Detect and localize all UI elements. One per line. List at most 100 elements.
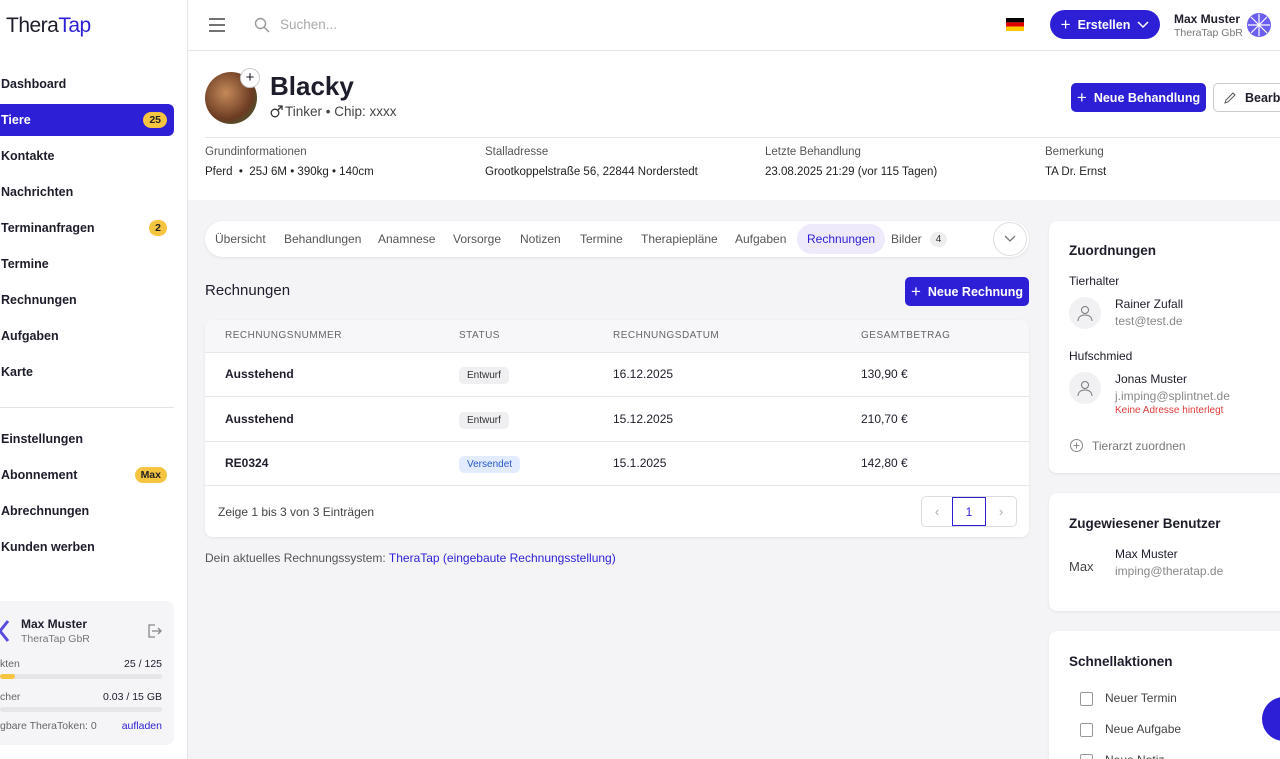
nav-label: Rechnungen [1,293,77,307]
cell-text: 15.12.2025 [613,411,674,426]
element: Max Muster [1174,12,1241,26]
user-card: Max Muster TheraTap GbR kten 25 / 125 ch… [0,601,174,745]
assignments-panel: Zuordnungen Tierhalter Rainer Zufall test@… [1049,221,1280,473]
new-treatment-button[interactable]: + Neue Behandlung [1071,83,1206,112]
nav-item[interactable]: Rechnungen [0,284,174,316]
logo[interactable]: TheraTap [6,14,91,38]
nav-item[interactable]: Tiere 25 [0,104,174,136]
tab-label: Termine [580,232,623,246]
floating-button[interactable] [1262,697,1280,741]
user-logo [0,620,10,642]
nav-item[interactable]: Einstellungen [0,423,174,455]
element [0,620,10,642]
element: Ausstehend Entwurf 16.12.2025 130,90 € Ausst… [205,352,1029,486]
invoice-row[interactable]: RE0324 Versendet 15.1.2025 142,80 € [205,441,1029,486]
sidebar: TheraTap Dashboard Tiere 25 Kontakte Nachric… [0,0,188,759]
new-invoice-button[interactable]: + Neue Rechnung [905,277,1029,306]
role-label: Tierhalter [1069,274,1120,288]
nav-item[interactable]: Kontakte [0,140,174,172]
nav-item[interactable]: Nachrichten [0,176,174,208]
nav-label: Termine [1,257,49,271]
search-input[interactable]: Suchen... [280,17,338,32]
element: Zuordnungen [1069,243,1156,258]
column-header: STATUS [458,320,612,353]
info-label: Letzte Behandlung [765,146,861,158]
badge: Max [134,467,167,483]
nav-label: Terminanfragen [1,221,95,235]
nav-item[interactable]: Terminanfragen 2 [0,212,174,244]
text: Neue Behandlung [1093,90,1201,105]
contact-warning: Keine Adresse hinterlegt [1115,405,1224,416]
nav-item[interactable]: Dashboard [0,68,174,100]
nav-item[interactable]: Aufgaben [0,320,174,352]
element [1081,306,1089,314]
element [1006,26,1024,31]
menu-icon[interactable] [209,18,225,32]
nav-label: Nachrichten [1,185,74,199]
next-page[interactable]: › [998,504,1004,519]
tab[interactable]: Notizen [510,224,571,254]
tab[interactable]: Rechnungen [797,224,886,254]
logout-icon[interactable] [146,623,162,639]
element [1073,442,1080,449]
role-label: Hufschmied [1069,349,1133,363]
nav-label: Abrechnungen [1,504,90,518]
cell-text: Ausstehend [225,367,294,382]
tab[interactable]: Therapiepläne [631,224,728,254]
element: kten [0,658,20,670]
tab-label: Aufgaben [735,232,787,246]
status-pill: Versendet [459,456,521,474]
cell-text: 16.12.2025 [613,367,674,382]
language-flag[interactable] [1006,18,1024,31]
tab[interactable]: Übersicht [205,224,276,254]
element: Tinker • Chip: xxxx [285,104,397,119]
nav-item[interactable]: Abonnement Max [0,459,174,491]
search-icon [254,17,270,33]
quick-action[interactable]: Neue Aufgabe [1105,722,1182,736]
element: 0.03 / 15 GB [103,691,162,703]
pencil-icon [1224,92,1236,104]
divider [0,407,174,408]
action-icon [1080,723,1093,737]
nav-label: Karte [1,365,33,379]
element [1077,389,1093,396]
tab[interactable]: Vorsorge [443,224,511,254]
element [1070,439,1083,452]
tabs-more[interactable] [993,222,1027,256]
quick-action[interactable]: Neuer Termin [1105,691,1177,705]
nav-item[interactable]: Karte [0,356,174,388]
page-number[interactable]: 1 [952,497,986,526]
nav-item[interactable]: Kunden werben [0,531,174,563]
element [254,17,267,30]
tab[interactable]: Behandlungen [274,224,371,254]
create-button[interactable]: + Erstellen [1050,10,1160,39]
invoice-row[interactable]: Ausstehend Entwurf 15.12.2025 210,70 € [205,396,1029,442]
nav-item[interactable]: Abrechnungen [0,495,174,527]
tab[interactable]: Aufgaben [725,224,796,254]
cell: Versendet [458,441,612,486]
tab-label: Bilder [891,232,922,246]
tab[interactable]: Bilder 4 [881,224,957,254]
divider [205,137,1280,138]
element [1006,22,1024,27]
text: Dein aktuelles Rechnungssystem: [205,551,386,565]
element [1004,235,1016,242]
edit-button[interactable]: Bearbe [1213,83,1280,112]
element[interactable]: aufladen [121,720,162,732]
photo-add[interactable]: + [240,68,260,88]
pagination: ‹ 1 › [921,496,1017,527]
text: + [910,281,921,301]
user-avatar[interactable] [1246,12,1272,38]
prev-page[interactable]: ‹ [934,504,940,519]
invoice-row[interactable]: Ausstehend Entwurf 16.12.2025 130,90 € [205,352,1029,397]
element: cher [0,691,21,703]
header-row: RECHNUNGSNUMMER STATUS RECHNUNGSDATUM GESAM… [205,320,1029,353]
text[interactable]: TheraTap (eingebaute Rechnungsstellung) [388,551,616,565]
element[interactable]: Tierarzt zuordnen [1092,439,1186,453]
tab[interactable]: Anamnese [368,224,445,254]
cell: Ausstehend [205,352,458,397]
quick-action[interactable]: Neue Notiz [1105,753,1164,759]
tab[interactable]: Termine [570,224,633,254]
nav-item[interactable]: Termine [0,248,174,280]
cell: RE0324 [205,441,458,486]
